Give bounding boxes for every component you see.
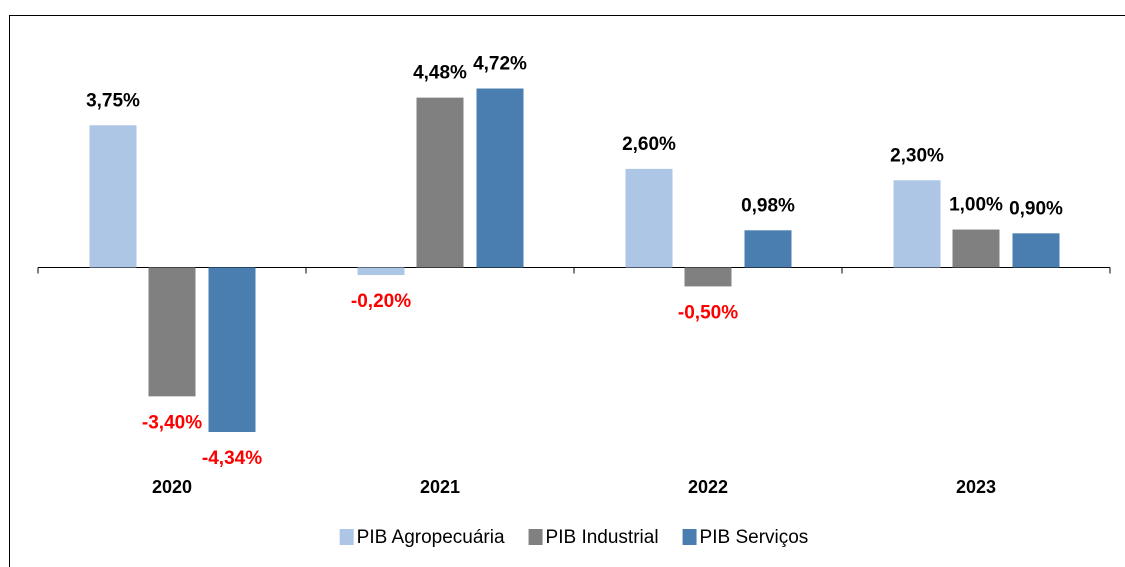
- legend-swatch: [682, 529, 697, 545]
- x-tick-label: 2022: [688, 477, 728, 497]
- x-tick-label: 2020: [152, 477, 192, 497]
- data-label: 0,90%: [1009, 198, 1063, 219]
- chart-frame: [9, 15, 1125, 567]
- bar: [89, 125, 137, 268]
- bar: [148, 267, 196, 397]
- bar: [744, 230, 792, 268]
- bar: [476, 88, 524, 268]
- legend-swatch: [528, 529, 543, 545]
- data-label: -3,40%: [142, 412, 202, 433]
- bar: [952, 229, 1000, 268]
- data-label: 1,00%: [949, 195, 1003, 216]
- bar: [684, 267, 732, 287]
- bar: [357, 267, 405, 276]
- data-label: 2,30%: [890, 145, 944, 166]
- legend-label: PIB Industrial: [546, 527, 659, 548]
- bar: [893, 180, 941, 268]
- data-label: -4,34%: [202, 448, 262, 469]
- data-label: -0,50%: [678, 302, 738, 323]
- bar: [625, 168, 673, 268]
- x-tick-label: 2021: [420, 477, 460, 497]
- bar: [1012, 233, 1060, 268]
- x-tick-label: 2023: [956, 477, 996, 497]
- data-label: -0,20%: [351, 291, 411, 312]
- data-label: 3,75%: [86, 90, 140, 111]
- data-label: 4,48%: [413, 63, 467, 84]
- legend-label: PIB Agropecuária: [357, 527, 505, 548]
- data-label: 0,98%: [741, 195, 795, 216]
- legend-swatch: [339, 529, 354, 545]
- bar: [208, 267, 256, 432]
- bar: [416, 97, 464, 268]
- data-label: 4,72%: [473, 54, 527, 75]
- legend-label: PIB Serviços: [700, 527, 809, 548]
- data-label: 2,60%: [622, 134, 676, 155]
